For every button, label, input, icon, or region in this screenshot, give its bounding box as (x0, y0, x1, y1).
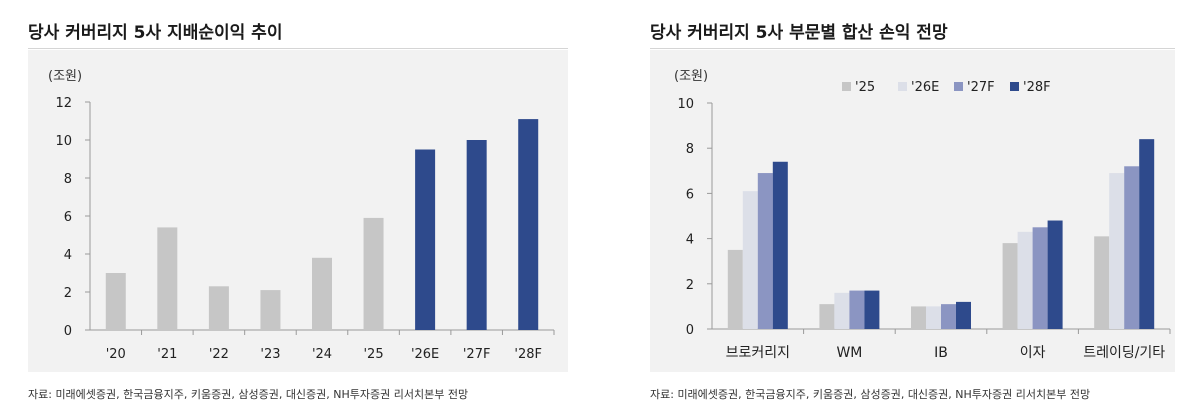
left-bar-2 (208, 286, 229, 330)
left-y-tick-label: 6 (64, 210, 72, 225)
left-bar-7 (466, 140, 487, 330)
right-y-tick-label: 4 (686, 233, 694, 248)
left-bar-1 (157, 227, 178, 330)
right-bar-3-1 (1017, 231, 1033, 329)
left-y-tick-label: 12 (55, 96, 72, 111)
left-bar-3 (260, 290, 281, 330)
right-legend-swatch-2 (954, 82, 963, 91)
left-x-tick-label: '28F (514, 347, 542, 362)
right-x-tick-label: 브로커리지 (726, 345, 790, 361)
left-chart-title: 당사 커버리지 5사 지배순이익 추이 (28, 23, 283, 43)
right-bar-2-2 (941, 304, 956, 329)
right-bar-0-1 (742, 191, 758, 329)
right-bar-0-0 (727, 249, 743, 329)
right-y-tick-label: 0 (686, 323, 694, 338)
left-chart-area: (조원) 0 2 4 6 8 10 12 '20 '21 '22 '23 '24 '25 '26E '27F '… (28, 50, 568, 372)
right-y-tick-label: 2 (686, 278, 694, 293)
right-x-tick-label: 트레이딩/기타 (1083, 345, 1165, 361)
right-chart-svg: (조원) '25 '26E '27F '28F 0 2 4 6 8 10 브로커리지 WM IB 이자 트레이… (674, 69, 1171, 361)
left-x-tick-label: '23 (260, 347, 280, 362)
right-y-unit-label: (조원) (674, 69, 708, 84)
right-x-tick-label: IB (934, 345, 948, 361)
left-y-tick-label: 2 (64, 286, 72, 301)
left-y-tick-label: 8 (64, 172, 72, 187)
left-bar-0 (105, 273, 126, 330)
right-bar-2-1 (926, 306, 941, 329)
right-bar-3-0 (1002, 243, 1018, 329)
left-y-tick-label: 4 (64, 248, 72, 263)
left-bar-6 (415, 149, 436, 330)
left-x-tick-label: '26E (411, 347, 439, 362)
left-chart-svg: (조원) 0 2 4 6 8 10 12 '20 '21 '22 '23 '24 '25 '26E '27F '… (48, 69, 555, 362)
right-chart-area: (조원) '25 '26E '27F '28F 0 2 4 6 8 10 브로커리지 WM IB 이자 트레이… (650, 50, 1175, 372)
left-bar-4 (312, 257, 332, 330)
right-bar-0-3 (772, 161, 788, 329)
right-bar-1-0 (819, 304, 835, 329)
right-bar-4-1 (1109, 173, 1125, 329)
right-legend-swatch-1 (898, 82, 907, 91)
left-x-tick-label: '20 (106, 347, 126, 362)
right-bar-4-0 (1094, 236, 1110, 329)
left-y-unit-label: (조원) (48, 69, 82, 84)
right-bar-2-0 (911, 306, 926, 329)
left-y-tick-label: 10 (55, 134, 72, 149)
right-legend-swatch-0 (842, 82, 851, 91)
right-legend-label-1: '26E (911, 80, 939, 95)
left-x-tick-label: '22 (209, 347, 229, 362)
right-legend-swatch-3 (1010, 82, 1019, 91)
right-bar-3-2 (1032, 227, 1048, 329)
left-chart-panel: 당사 커버리지 5사 지배순이익 추이 (조원) 0 2 4 6 8 10 12 '20 '21 '… (28, 23, 568, 401)
right-x-tick-label: 이자 (1020, 345, 1046, 361)
right-chart-panel: 당사 커버리지 5사 부문별 합산 손익 전망 (조원) '25 '26E '27F '… (625, 0, 1200, 417)
right-y-tick-label: 6 (686, 187, 694, 202)
right-y-tick-label: 10 (677, 97, 694, 112)
left-x-tick-label: '21 (157, 347, 177, 362)
left-x-tick-label: '27F (463, 347, 491, 362)
right-chart-source: 자료: 미래에셋증권, 한국금융지주, 키움증권, 삼성증권, 대신증권, NH… (650, 388, 1091, 401)
right-bar-1-2 (849, 290, 865, 329)
left-y-tick-label: 0 (64, 324, 72, 339)
right-bar-3-3 (1047, 220, 1063, 329)
right-y-tick-label: 8 (686, 142, 694, 157)
right-bar-1-3 (864, 290, 880, 329)
right-x-tick-label: WM (836, 345, 862, 361)
right-legend-label-3: '28F (1023, 80, 1051, 95)
right-legend-label-0: '25 (855, 80, 875, 95)
right-bar-4-2 (1124, 166, 1140, 329)
right-bar-4-3 (1139, 139, 1155, 329)
right-bar-2-3 (956, 301, 971, 329)
left-bar-5 (363, 217, 384, 330)
left-bar-8 (518, 119, 539, 330)
right-legend-label-2: '27F (967, 80, 995, 95)
left-chart-source: 자료: 미래에셋증권, 한국금융지주, 키움증권, 삼성증권, 대신증권, NH… (28, 388, 469, 401)
left-x-tick-label: '24 (312, 347, 332, 362)
left-title-divider (28, 48, 568, 49)
right-chart-title: 당사 커버리지 5사 부문별 합산 손익 전망 (650, 23, 948, 43)
left-x-tick-label: '25 (363, 347, 383, 362)
right-title-divider (650, 48, 1175, 49)
right-bar-0-2 (757, 173, 773, 329)
right-bar-1-1 (834, 292, 850, 329)
